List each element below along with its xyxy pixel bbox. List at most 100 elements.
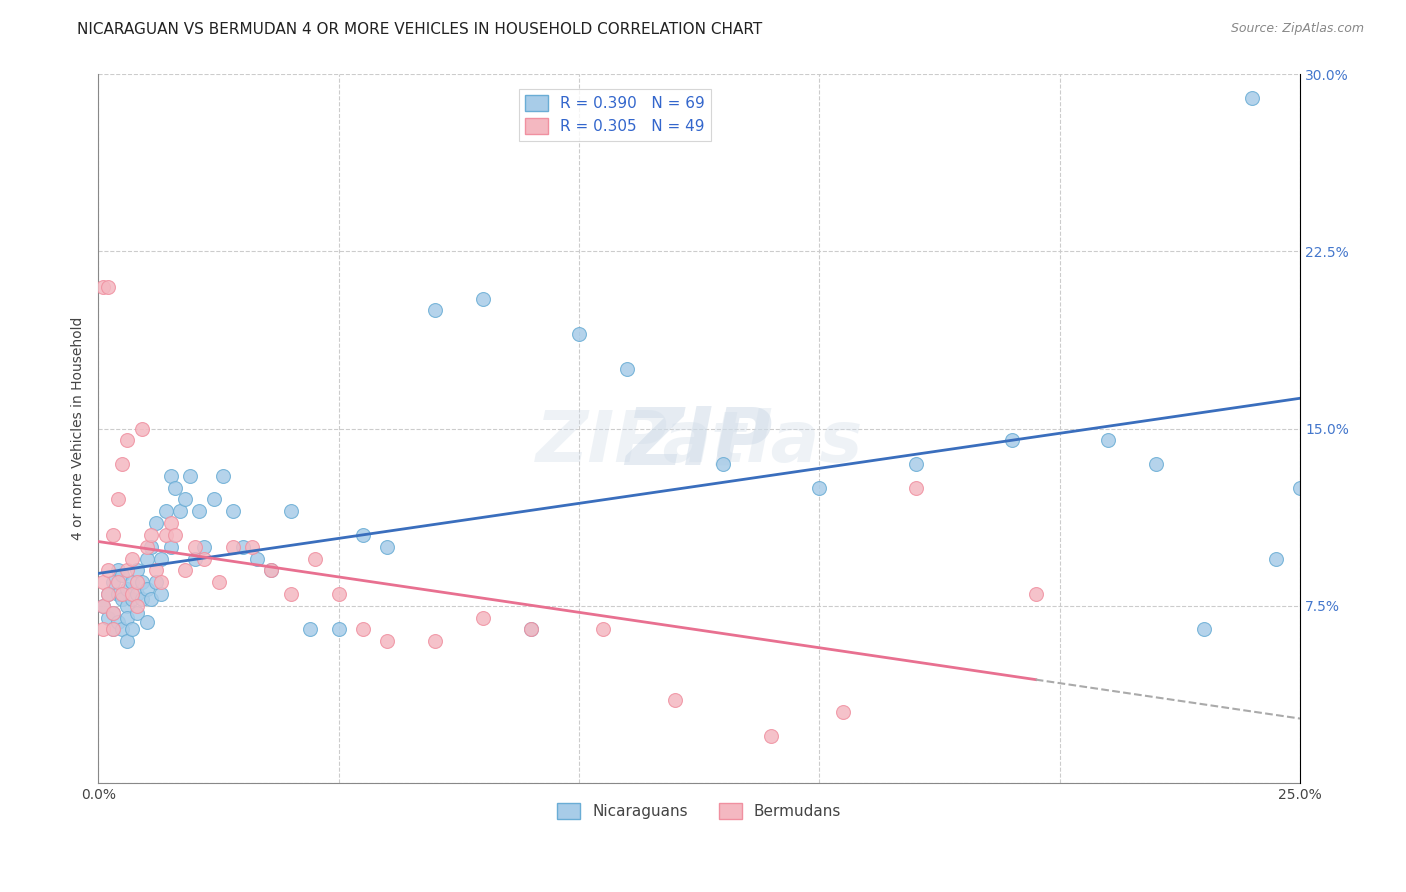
Point <box>117 563 139 577</box>
Point <box>91 279 114 293</box>
Point <box>222 540 245 554</box>
Point <box>107 575 129 590</box>
Point <box>125 563 148 577</box>
Point <box>111 457 134 471</box>
Point <box>212 468 235 483</box>
Point <box>145 516 167 530</box>
Point <box>101 528 124 542</box>
Point <box>131 421 153 435</box>
Point <box>101 623 124 637</box>
Point <box>1265 551 1288 566</box>
Point <box>111 587 134 601</box>
Point <box>107 615 129 630</box>
Point <box>121 551 143 566</box>
Point <box>159 516 181 530</box>
Point <box>232 540 254 554</box>
Point <box>904 481 927 495</box>
Point <box>592 623 614 637</box>
Point <box>135 582 157 597</box>
Point <box>101 575 124 590</box>
Point <box>121 587 143 601</box>
Point <box>193 551 215 566</box>
Point <box>352 623 374 637</box>
Point <box>125 599 148 613</box>
Point <box>141 528 163 542</box>
Point <box>280 587 302 601</box>
Point <box>131 575 153 590</box>
Point <box>149 587 172 601</box>
Point <box>520 623 543 637</box>
Point <box>832 705 855 719</box>
Point <box>117 582 139 597</box>
Point <box>1144 457 1167 471</box>
Point <box>183 551 205 566</box>
Point <box>761 729 783 743</box>
Point <box>145 563 167 577</box>
Point <box>111 591 134 606</box>
Point <box>183 540 205 554</box>
Point <box>125 606 148 620</box>
Point <box>149 575 172 590</box>
Point <box>121 575 143 590</box>
Point <box>159 468 181 483</box>
Point <box>165 481 187 495</box>
Point <box>188 504 211 518</box>
Point <box>107 563 129 577</box>
Point <box>423 303 446 318</box>
Point <box>174 563 197 577</box>
Point <box>135 615 157 630</box>
Point <box>472 292 495 306</box>
Point <box>121 623 143 637</box>
Text: Source: ZipAtlas.com: Source: ZipAtlas.com <box>1230 22 1364 36</box>
Point <box>91 575 114 590</box>
Point <box>159 540 181 554</box>
Point <box>91 599 114 613</box>
Point <box>222 504 245 518</box>
Point <box>111 623 134 637</box>
Point <box>304 551 326 566</box>
Point <box>568 326 591 341</box>
Point <box>135 551 157 566</box>
Point <box>169 504 191 518</box>
Point <box>1097 434 1119 448</box>
Point <box>131 591 153 606</box>
Point <box>240 540 263 554</box>
Point <box>125 575 148 590</box>
Point <box>145 575 167 590</box>
Point <box>352 528 374 542</box>
Text: ZIPatlas: ZIPatlas <box>536 409 863 477</box>
Point <box>423 634 446 648</box>
Point <box>616 362 638 376</box>
Point <box>117 610 139 624</box>
Text: ZIP: ZIP <box>626 404 773 482</box>
Point <box>155 504 177 518</box>
Point <box>97 279 120 293</box>
Point <box>107 587 129 601</box>
Point <box>125 587 148 601</box>
Point <box>472 610 495 624</box>
Point <box>107 492 129 507</box>
Point <box>260 563 283 577</box>
Point <box>202 492 225 507</box>
Legend: Nicaraguans, Bermudans: Nicaraguans, Bermudans <box>551 797 848 825</box>
Point <box>91 623 114 637</box>
Point <box>375 634 398 648</box>
Point <box>97 587 120 601</box>
Point <box>808 481 831 495</box>
Point <box>174 492 197 507</box>
Point <box>101 606 124 620</box>
Point <box>520 623 543 637</box>
Point <box>141 540 163 554</box>
Point <box>135 540 157 554</box>
Point <box>298 623 321 637</box>
Point <box>97 587 120 601</box>
Point <box>101 606 124 620</box>
Point <box>260 563 283 577</box>
Point <box>328 587 350 601</box>
Point <box>111 568 134 582</box>
Point <box>328 623 350 637</box>
Point <box>155 528 177 542</box>
Point <box>117 599 139 613</box>
Text: NICARAGUAN VS BERMUDAN 4 OR MORE VEHICLES IN HOUSEHOLD CORRELATION CHART: NICARAGUAN VS BERMUDAN 4 OR MORE VEHICLE… <box>77 22 762 37</box>
Point <box>280 504 302 518</box>
